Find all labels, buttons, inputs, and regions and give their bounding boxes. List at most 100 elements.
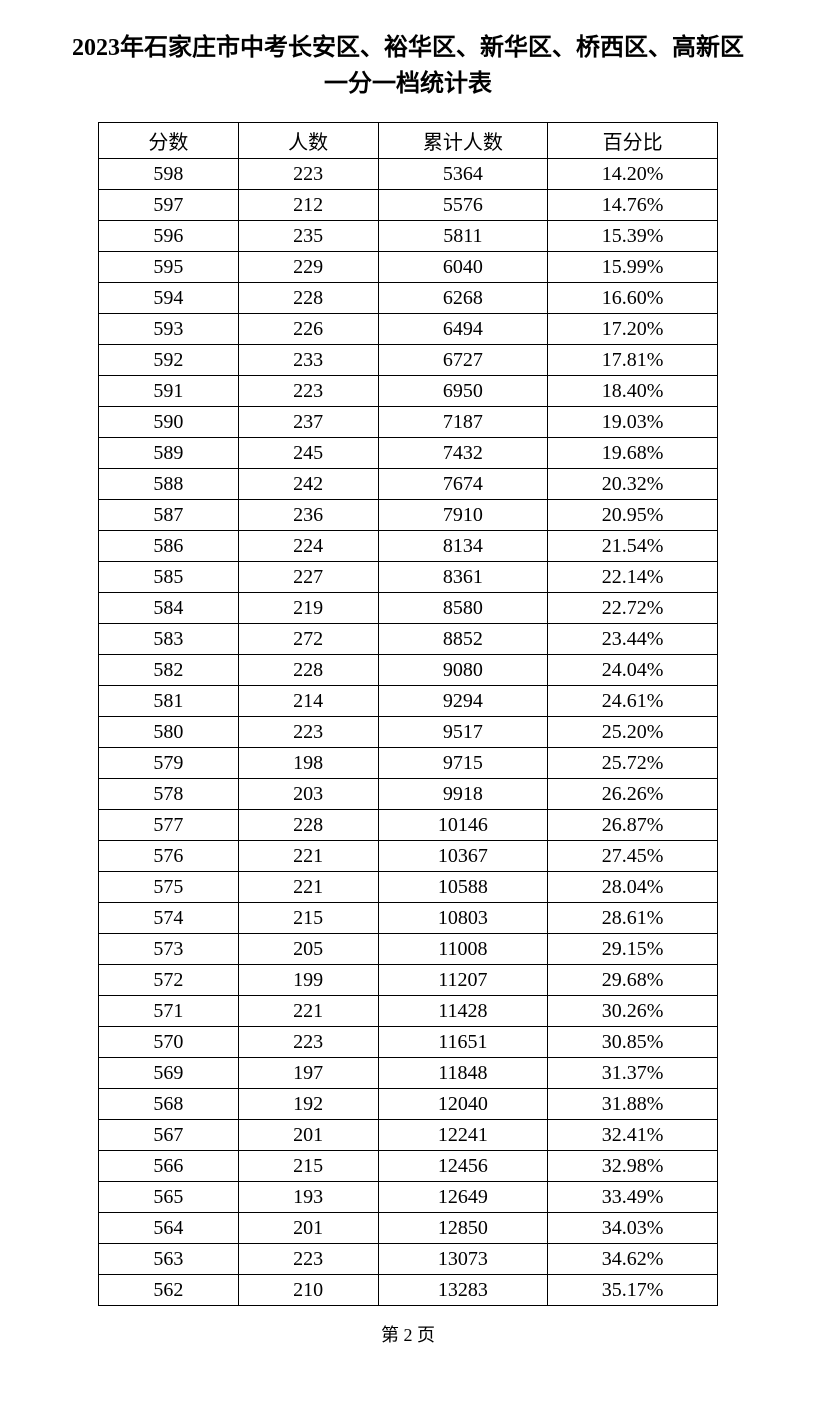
cell-count: 223	[238, 717, 378, 748]
cell-count: 215	[238, 903, 378, 934]
table-row: 5712211142830.26%	[99, 996, 718, 1027]
cell-cumulative: 9918	[378, 779, 548, 810]
cell-score: 575	[99, 872, 239, 903]
cell-score: 565	[99, 1182, 239, 1213]
cell-percent: 21.54%	[548, 531, 718, 562]
cell-cumulative: 10146	[378, 810, 548, 841]
cell-count: 242	[238, 469, 378, 500]
cell-percent: 17.81%	[548, 345, 718, 376]
cell-count: 228	[238, 810, 378, 841]
cell-percent: 31.37%	[548, 1058, 718, 1089]
cell-cumulative: 8361	[378, 562, 548, 593]
cell-percent: 14.20%	[548, 159, 718, 190]
table-row: 591223695018.40%	[99, 376, 718, 407]
cell-count: 221	[238, 872, 378, 903]
cell-percent: 22.14%	[548, 562, 718, 593]
cell-percent: 17.20%	[548, 314, 718, 345]
cell-count: 236	[238, 500, 378, 531]
cell-cumulative: 7910	[378, 500, 548, 531]
cell-score: 574	[99, 903, 239, 934]
cell-percent: 18.40%	[548, 376, 718, 407]
cell-cumulative: 5576	[378, 190, 548, 221]
cell-cumulative: 13073	[378, 1244, 548, 1275]
table-row: 594228626816.60%	[99, 283, 718, 314]
cell-percent: 24.61%	[548, 686, 718, 717]
table-row: 585227836122.14%	[99, 562, 718, 593]
cell-percent: 25.20%	[548, 717, 718, 748]
col-header-cumulative: 累计人数	[378, 123, 548, 159]
cell-cumulative: 12850	[378, 1213, 548, 1244]
cell-count: 228	[238, 283, 378, 314]
cell-count: 201	[238, 1213, 378, 1244]
cell-count: 203	[238, 779, 378, 810]
table-row: 5691971184831.37%	[99, 1058, 718, 1089]
cell-score: 596	[99, 221, 239, 252]
cell-cumulative: 10588	[378, 872, 548, 903]
cell-percent: 15.39%	[548, 221, 718, 252]
title-line-1: 2023年石家庄市中考长安区、裕华区、新华区、桥西区、高新区	[72, 35, 744, 61]
table-row: 5721991120729.68%	[99, 965, 718, 996]
cell-score: 570	[99, 1027, 239, 1058]
cell-cumulative: 5811	[378, 221, 548, 252]
cell-count: 197	[238, 1058, 378, 1089]
cell-percent: 26.26%	[548, 779, 718, 810]
table-row: 5642011285034.03%	[99, 1213, 718, 1244]
document-page: 2023年石家庄市中考长安区、裕华区、新华区、桥西区、高新区 一分一档统计表 分…	[0, 0, 816, 1367]
cell-count: 210	[238, 1275, 378, 1306]
cell-count: 229	[238, 252, 378, 283]
table-row: 5662151245632.98%	[99, 1151, 718, 1182]
cell-percent: 19.68%	[548, 438, 718, 469]
cell-cumulative: 6268	[378, 283, 548, 314]
cell-cumulative: 5364	[378, 159, 548, 190]
table-row: 592233672717.81%	[99, 345, 718, 376]
cell-cumulative: 9294	[378, 686, 548, 717]
cell-cumulative: 11651	[378, 1027, 548, 1058]
cell-percent: 14.76%	[548, 190, 718, 221]
cell-percent: 23.44%	[548, 624, 718, 655]
table-row: 588242767420.32%	[99, 469, 718, 500]
cell-score: 577	[99, 810, 239, 841]
cell-count: 223	[238, 1027, 378, 1058]
cell-percent: 32.98%	[548, 1151, 718, 1182]
cell-score: 584	[99, 593, 239, 624]
cell-cumulative: 6950	[378, 376, 548, 407]
cell-percent: 34.62%	[548, 1244, 718, 1275]
cell-percent: 25.72%	[548, 748, 718, 779]
cell-score: 579	[99, 748, 239, 779]
cell-count: 235	[238, 221, 378, 252]
cell-score: 594	[99, 283, 239, 314]
table-row: 597212557614.76%	[99, 190, 718, 221]
cell-score: 589	[99, 438, 239, 469]
cell-cumulative: 11008	[378, 934, 548, 965]
cell-percent: 33.49%	[548, 1182, 718, 1213]
cell-score: 568	[99, 1089, 239, 1120]
cell-percent: 31.88%	[548, 1089, 718, 1120]
cell-percent: 22.72%	[548, 593, 718, 624]
table-header-row: 分数 人数 累计人数 百分比	[99, 123, 718, 159]
cell-count: 237	[238, 407, 378, 438]
cell-cumulative: 9080	[378, 655, 548, 686]
cell-cumulative: 8134	[378, 531, 548, 562]
cell-score: 571	[99, 996, 239, 1027]
cell-score: 569	[99, 1058, 239, 1089]
cell-percent: 28.04%	[548, 872, 718, 903]
cell-score: 578	[99, 779, 239, 810]
cell-count: 223	[238, 1244, 378, 1275]
table-row: 5742151080328.61%	[99, 903, 718, 934]
cell-count: 224	[238, 531, 378, 562]
table-container: 分数 人数 累计人数 百分比 598223536414.20%597212557…	[0, 122, 816, 1306]
cell-count: 226	[238, 314, 378, 345]
cell-percent: 34.03%	[548, 1213, 718, 1244]
cell-percent: 28.61%	[548, 903, 718, 934]
table-row: 596235581115.39%	[99, 221, 718, 252]
table-row: 5672011224132.41%	[99, 1120, 718, 1151]
cell-score: 588	[99, 469, 239, 500]
cell-count: 227	[238, 562, 378, 593]
cell-percent: 30.85%	[548, 1027, 718, 1058]
table-body: 598223536414.20%597212557614.76%59623558…	[99, 159, 718, 1306]
table-row: 5762211036727.45%	[99, 841, 718, 872]
table-row: 5732051100829.15%	[99, 934, 718, 965]
cell-percent: 24.04%	[548, 655, 718, 686]
cell-cumulative: 9715	[378, 748, 548, 779]
table-row: 5681921204031.88%	[99, 1089, 718, 1120]
